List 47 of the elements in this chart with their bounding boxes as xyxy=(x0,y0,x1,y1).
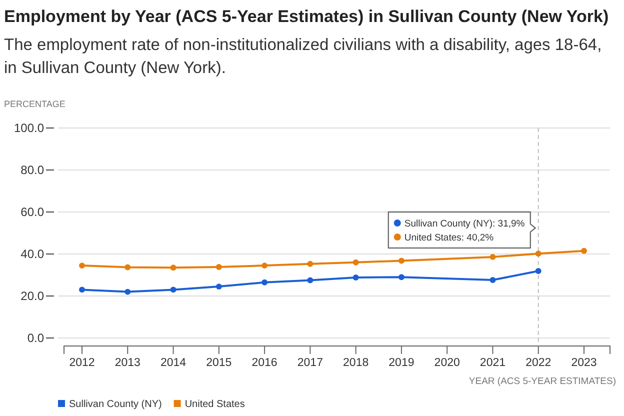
x-tick-label: 2016 xyxy=(252,357,278,370)
annotation: Sullivan County (NY): 31,9% xyxy=(404,218,526,230)
x-tick-label: 2013 xyxy=(114,357,140,370)
y-tick-label: 20.0 xyxy=(20,288,44,303)
point xyxy=(124,264,131,270)
chart-title: Employment by Year (ACS 5-Year Estimates) in Sullivan County (New York) xyxy=(4,7,609,26)
point xyxy=(79,262,85,269)
y-axis-title: PERCENTAGE xyxy=(4,99,66,109)
x-tick-label: 2018 xyxy=(343,357,369,370)
point xyxy=(79,286,85,293)
point xyxy=(352,259,359,266)
point xyxy=(170,264,176,271)
x-tick-label: 2019 xyxy=(388,357,414,370)
x-tick-label: 2012 xyxy=(69,357,95,370)
annotation: United States: 40,2% xyxy=(404,232,494,244)
point xyxy=(124,288,131,295)
point xyxy=(307,277,314,284)
y-tick-label: 40.0 xyxy=(20,246,44,261)
point xyxy=(398,258,404,264)
x-tick-label: 2014 xyxy=(160,357,187,370)
point xyxy=(170,286,176,293)
point xyxy=(307,260,314,267)
point xyxy=(262,279,268,286)
y-tick-label: 0.0 xyxy=(27,330,44,345)
point xyxy=(352,274,359,280)
point xyxy=(216,284,222,290)
point xyxy=(216,264,222,270)
point xyxy=(581,248,587,254)
point xyxy=(262,262,268,269)
chart-subtitle: The employment rate of non-institutionalized civilians with a disability, ages 18-64, in Sullivan County (New York). xyxy=(4,36,602,77)
y-tick-label: 100.0 xyxy=(14,120,44,135)
point xyxy=(490,254,496,260)
x-tick-label: 2022 xyxy=(526,357,552,370)
point xyxy=(535,268,542,274)
point xyxy=(535,250,542,257)
point xyxy=(398,274,404,280)
x-tick-label: 2020 xyxy=(434,357,460,370)
x-axis-title: YEAR (ACS 5-YEAR ESTIMATES) xyxy=(468,376,616,387)
x-tick-label: 2023 xyxy=(571,357,597,370)
point xyxy=(490,277,496,284)
x-tick-label: 2021 xyxy=(480,357,506,370)
legend-label: United States xyxy=(184,399,245,410)
x-tick-label: 2017 xyxy=(297,357,323,370)
legend-label: Sullivan County (NY) xyxy=(69,399,162,410)
x-tick-label: 2015 xyxy=(206,357,232,370)
y-tick-label: 80.0 xyxy=(20,162,44,177)
y-tick-label: 60.0 xyxy=(20,204,44,219)
